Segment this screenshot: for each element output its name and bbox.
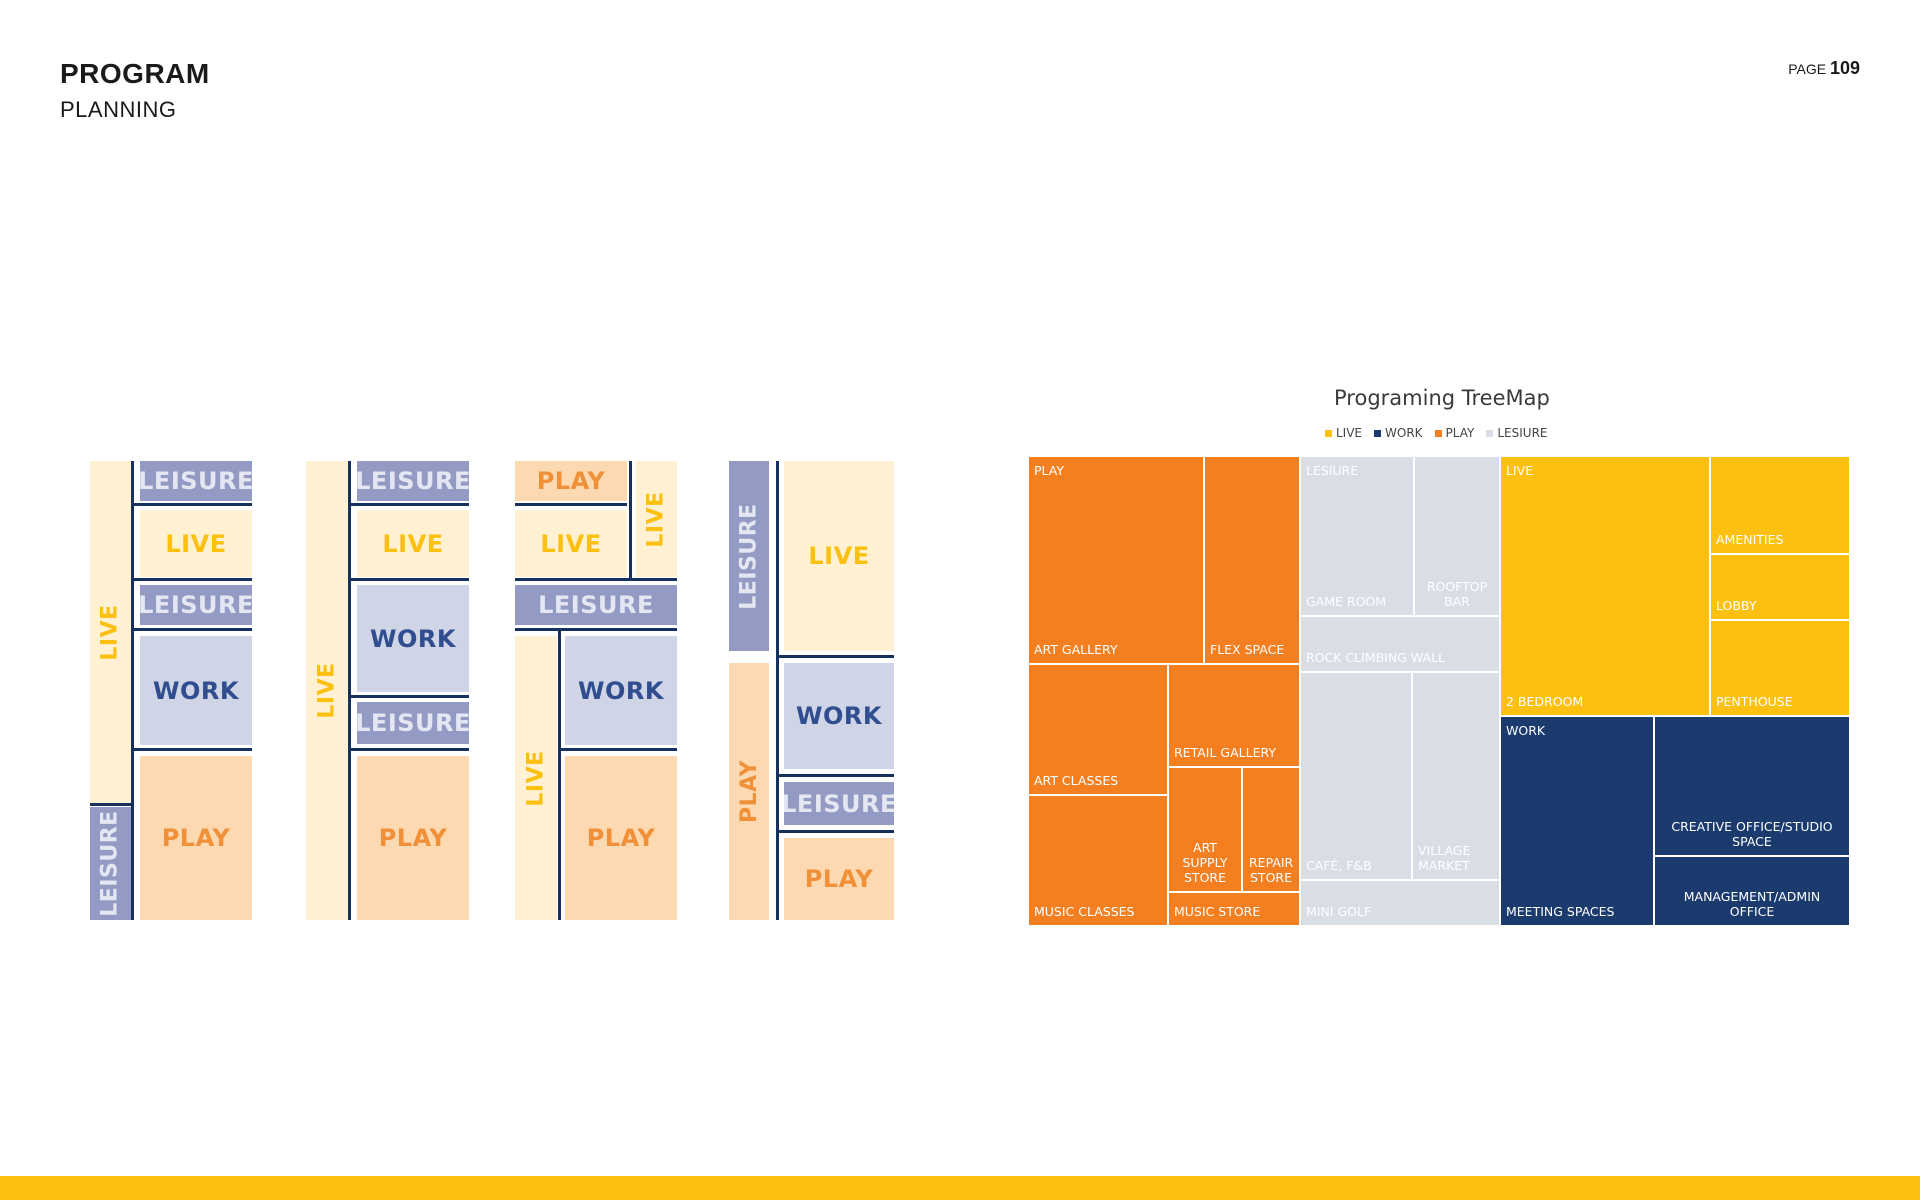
divider-line (134, 748, 252, 751)
block-play: PLAY (140, 756, 252, 920)
divider-line (515, 628, 677, 631)
tm-cell-music-classes: MUSIC CLASSES (1028, 795, 1168, 926)
block-leisure: LEISURE (90, 807, 131, 920)
legend-swatch (1434, 429, 1442, 437)
tm-cell-rooftop-bar: ROOFTOP BAR (1414, 456, 1500, 616)
divider-line (131, 461, 134, 920)
treemap-title: Programing TreeMap (1334, 386, 1550, 410)
divider-line (558, 631, 561, 920)
divider-line (134, 503, 252, 506)
footer-bar (0, 1176, 1920, 1200)
divider-line (515, 578, 677, 581)
tm-cell-meeting-spaces: WORK MEETING SPACES (1500, 716, 1654, 926)
divider-line (779, 830, 894, 833)
block-leisure: LEISURE (140, 461, 252, 501)
treemap-legend: LIVE WORK PLAY LESIURE (1325, 426, 1548, 440)
block-live: LIVE (357, 510, 469, 577)
block-play: PLAY (357, 756, 469, 920)
legend-item-leisure: LESIURE (1486, 426, 1548, 440)
divider-line (351, 695, 469, 698)
tm-cell-cafe-fb: CAFÉ, F&B (1300, 672, 1412, 880)
divider-line (351, 578, 469, 581)
tm-cell-flex-space: FLEX SPACE (1204, 456, 1300, 664)
tm-cell-amenities: AMENITIES (1710, 456, 1850, 554)
block-play: PLAY (729, 663, 769, 920)
block-leisure: LEISURE (357, 461, 469, 501)
page-number-value: 109 (1829, 58, 1860, 78)
tm-cell-repair-store: REPAIR STORE (1242, 767, 1300, 892)
tm-cell-art-supply-store: ART SUPPLY STORE (1168, 767, 1242, 892)
block-live: LIVE (636, 461, 677, 577)
block-play: PLAY (784, 838, 894, 920)
block-work: WORK (565, 636, 677, 745)
divider-line (351, 503, 469, 506)
page-subtitle: PLANNING (60, 97, 177, 122)
tm-group-header-play: PLAY (1034, 463, 1065, 478)
legend-item-live: LIVE (1325, 426, 1362, 440)
legend-item-play: PLAY (1434, 426, 1474, 440)
block-leisure: LEISURE (729, 461, 769, 651)
divider-line (776, 461, 779, 920)
page-title: PROGRAM (60, 58, 210, 89)
tm-cell-art-classes: ART CLASSES (1028, 664, 1168, 795)
divider-line (561, 748, 677, 751)
legend-item-work: WORK (1374, 426, 1423, 440)
block-live: LIVE (306, 461, 348, 920)
block-work: WORK (784, 663, 894, 769)
divider-line (515, 503, 627, 506)
divider-line (134, 628, 252, 631)
legend-swatch (1325, 429, 1332, 437)
block-live: LIVE (90, 461, 131, 803)
divider-line (779, 774, 894, 777)
divider-line (348, 461, 351, 920)
divider-line (90, 803, 131, 806)
tm-cell-management-office: MANAGEMENT/ADMIN OFFICE (1654, 856, 1850, 926)
block-play: PLAY (515, 461, 627, 501)
block-leisure: LEISURE (515, 585, 677, 625)
block-leisure: LEISURE (140, 585, 252, 625)
block-live: LIVE (784, 461, 894, 651)
tm-cell-2-bedroom: LIVE 2 BEDROOM (1500, 456, 1710, 716)
block-leisure: LEISURE (784, 782, 894, 825)
tm-cell-retail-gallery: RETAIL GALLERY (1168, 664, 1300, 767)
tm-group-header-leisure: LESIURE (1306, 463, 1359, 478)
divider-line (134, 578, 252, 581)
page-number: PAGE 109 (1788, 58, 1860, 79)
block-work: WORK (140, 636, 252, 745)
block-live: LIVE (140, 510, 252, 577)
block-live: LIVE (515, 510, 627, 577)
tm-cell-music-store: MUSIC STORE (1168, 892, 1300, 926)
divider-line (351, 748, 469, 751)
tm-cell-mini-golf: MINI GOLF (1300, 880, 1500, 926)
tm-cell-village-market: VILLAGE MARKET (1412, 672, 1500, 880)
tm-group-header-live: LIVE (1506, 463, 1534, 478)
block-live: LIVE (515, 636, 557, 920)
tm-cell-art-gallery: PLAY ART GALLERY (1028, 456, 1204, 664)
divider-line (779, 655, 894, 658)
legend-swatch (1374, 429, 1382, 437)
tm-cell-lobby: LOBBY (1710, 554, 1850, 620)
tm-group-header-work: WORK (1506, 723, 1546, 738)
divider-line (629, 461, 632, 579)
tm-cell-rock-climbing-wall: ROCK CLIMBING WALL (1300, 616, 1500, 672)
block-leisure: LEISURE (357, 702, 469, 744)
block-play: PLAY (565, 756, 677, 920)
tm-cell-game-room: LESIURE GAME ROOM (1300, 456, 1414, 616)
block-work: WORK (357, 585, 469, 692)
tm-cell-penthouse: PENTHOUSE (1710, 620, 1850, 716)
legend-swatch (1486, 429, 1494, 437)
tm-cell-creative-office: CREATIVE OFFICE/STUDIO SPACE (1654, 716, 1850, 856)
page-label: PAGE (1788, 61, 1827, 77)
